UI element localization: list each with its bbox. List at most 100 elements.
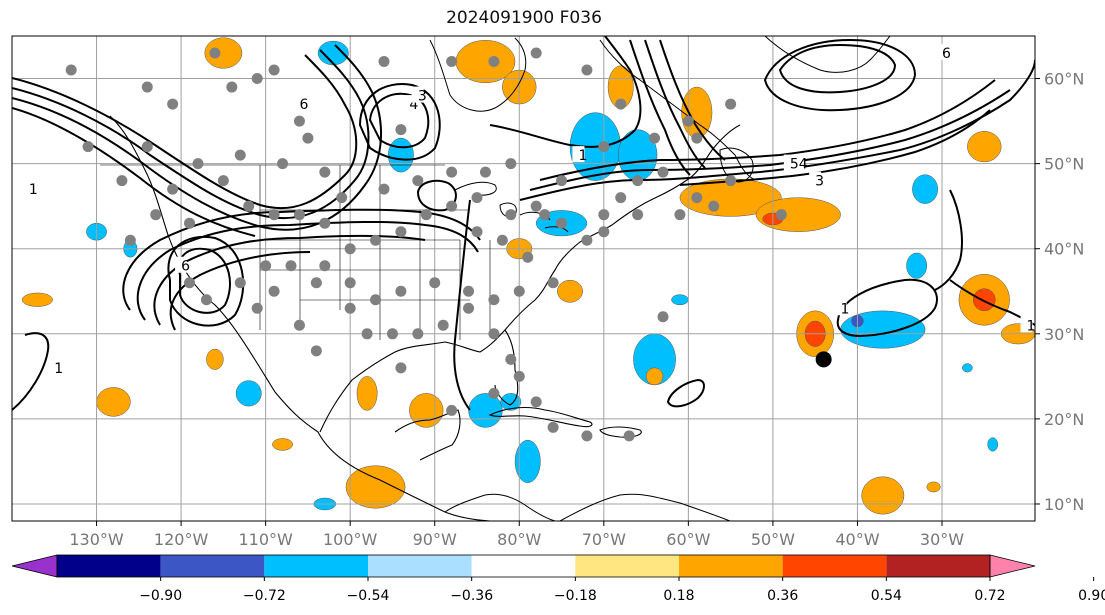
station-dot: [141, 81, 153, 93]
contour-label-bg: [22, 180, 35, 197]
atlantic-low: [836, 278, 938, 338]
station-dot: [243, 200, 255, 212]
station-dot: [657, 166, 669, 178]
yucatan-coast: [394, 409, 461, 461]
anomaly-fill: [96, 387, 131, 417]
station-dot: [496, 234, 508, 246]
station-dot: [556, 217, 568, 229]
latitude-axis: 10°N 20°N 30°N 40°N 50°N 60°N: [1035, 70, 1084, 514]
anomaly-fill: [906, 252, 928, 279]
contour-label-bg: [1020, 316, 1033, 333]
colorbar-segment: [575, 555, 679, 577]
station-dot: [395, 362, 407, 374]
station-dot: [412, 175, 424, 187]
station-dot: [395, 285, 407, 297]
station-dot: [674, 209, 686, 221]
station-dot: [429, 277, 441, 289]
central-america-coast: [444, 493, 556, 521]
station-dot: [446, 56, 458, 68]
contour-line: [529, 89, 1011, 191]
lon-tick-label: 100°W: [323, 530, 378, 549]
caribbean-low: [666, 378, 705, 408]
contour-label: 6: [942, 46, 951, 62]
station-dot: [446, 166, 458, 178]
station-dot: [167, 183, 179, 195]
anomaly-fill: [967, 131, 1002, 163]
station-dot: [615, 192, 627, 204]
low-center-hudson: [358, 83, 441, 161]
anomaly-fill: [987, 437, 999, 452]
political-borders: [100, 164, 491, 340]
station-dot: [344, 277, 356, 289]
station-dot: [530, 200, 542, 212]
contour-line: [489, 36, 642, 148]
colorbar-frame: [56, 554, 991, 578]
colorbar-label: 0.90: [1078, 588, 1105, 604]
station-dot: [217, 175, 229, 187]
station-dot: [268, 64, 280, 76]
contour-lines-layer: [12, 36, 1035, 411]
colorbar-extend-high: [989, 554, 1036, 578]
station-dot: [82, 141, 94, 153]
station-dot: [268, 285, 280, 297]
lon-tick-label: 50°W: [751, 530, 795, 549]
station-dot: [471, 192, 483, 204]
colorbar-label: −0.54: [347, 588, 390, 604]
contour-label: 6: [299, 97, 308, 113]
anomaly-fill: [514, 439, 541, 483]
anomaly-fill: [345, 465, 406, 509]
station-dot: [775, 209, 787, 221]
station-dot: [488, 56, 500, 68]
contour-line: [934, 189, 963, 291]
colorbar-label: −0.72: [243, 588, 286, 604]
station-dot: [386, 328, 398, 340]
hispaniola-coastline: [599, 426, 642, 438]
lon-tick-label: 40°W: [835, 530, 879, 549]
station-dot: [547, 421, 559, 433]
lon-tick-label: 70°W: [582, 530, 626, 549]
lon-tick-label: 30°W: [920, 530, 964, 549]
station-dot: [505, 209, 517, 221]
gulf-coast: [319, 329, 519, 433]
anomaly-fill: [235, 380, 262, 407]
contour-label-bg: [936, 44, 948, 61]
station-dot: [141, 141, 153, 153]
anomaly-fill: [645, 367, 664, 386]
contour-label-bg: [783, 154, 804, 171]
contour-label-bg: [175, 256, 188, 273]
colorbar-label: 0.36: [767, 588, 798, 604]
colorbar-label: 0.72: [974, 588, 1005, 604]
contour-label-bg: [572, 146, 585, 163]
station-dot: [234, 149, 246, 161]
newfoundland-coast: [719, 147, 754, 183]
station-dot: [412, 328, 424, 340]
lat-tick-label: 10°N: [1044, 495, 1084, 514]
contour-line: [12, 44, 383, 231]
station-dot: [234, 277, 246, 289]
greenland-high: [763, 38, 917, 112]
station-dot: [547, 277, 559, 289]
station-dot: [598, 226, 610, 238]
contour-line: [539, 79, 996, 181]
colorbar-label: 0.54: [871, 588, 902, 604]
station-dot: [378, 183, 390, 195]
lon-tick-label: 60°W: [666, 530, 710, 549]
station-dot: [691, 132, 703, 144]
station-dot: [632, 175, 644, 187]
contour-line: [519, 59, 1035, 201]
labrador-coast: [599, 39, 756, 181]
contour-label-bg: [411, 86, 424, 103]
station-dot: [471, 226, 483, 238]
station-dot: [446, 404, 458, 416]
station-dot: [378, 56, 390, 68]
station-dot: [513, 285, 525, 297]
contour-line: [122, 208, 481, 311]
colorbar-segment: [160, 555, 265, 577]
station-dot: [336, 192, 348, 204]
contour-label: 1: [54, 361, 63, 377]
station-dot: [649, 132, 661, 144]
greenland-high: [778, 43, 897, 94]
station-dot: [344, 243, 356, 255]
colorbar-segment: [264, 555, 368, 577]
